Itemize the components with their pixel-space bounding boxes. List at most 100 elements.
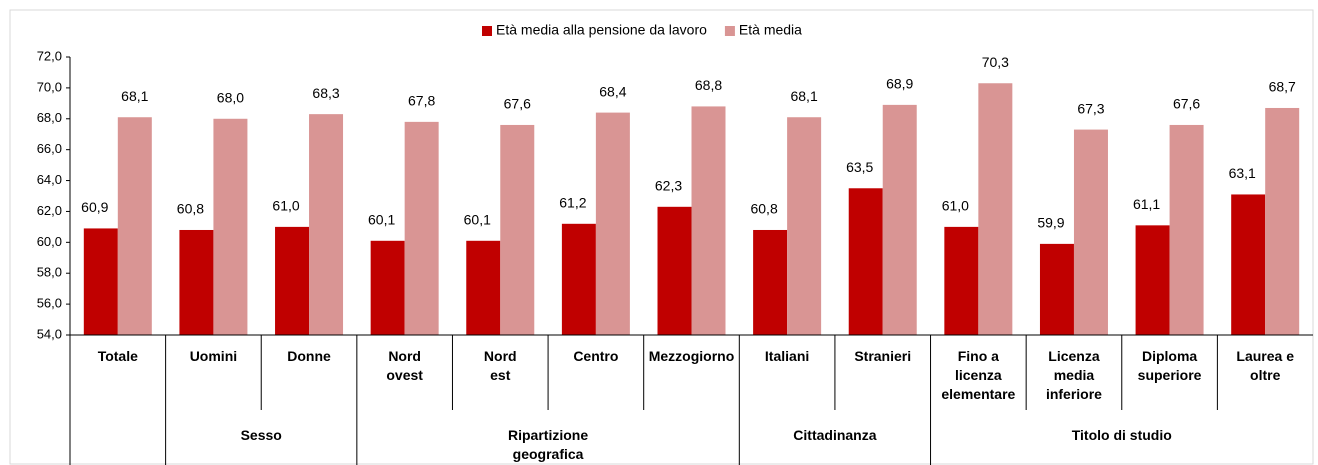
x-tick-label: Mezzogiorno: [649, 348, 735, 364]
x-tick-label: Donne: [287, 348, 331, 364]
x-tick-label: Fino a licenza elementare: [941, 348, 1015, 402]
value-label: 60,8: [177, 201, 204, 217]
group-label: Sesso: [241, 427, 282, 443]
value-label: 68,1: [790, 88, 817, 104]
bar: [1039, 243, 1074, 335]
x-tick-line: Diploma: [1142, 348, 1197, 364]
x-tick-line: Nord: [388, 348, 421, 364]
x-tick-label: Centro: [573, 348, 618, 364]
bar: [595, 112, 630, 335]
x-tick-label: Uomini: [190, 348, 237, 364]
value-label: 63,5: [846, 159, 873, 175]
y-tick-label: 70,0: [37, 79, 62, 94]
bar: [691, 106, 726, 335]
bar: [561, 223, 596, 335]
legend-label: Età media: [739, 22, 802, 38]
x-tick-label: Nord est: [484, 348, 517, 383]
value-label: 60,1: [368, 211, 395, 227]
y-tick-label: 64,0: [37, 172, 62, 187]
value-label: 63,1: [1229, 165, 1256, 181]
x-tick-line: Licenza: [1048, 348, 1100, 364]
x-tick-line: oltre: [1250, 367, 1281, 383]
group-label: Ripartizione geografica: [508, 427, 588, 462]
value-label: 68,7: [1269, 79, 1296, 95]
bar: [787, 117, 822, 335]
x-tick-line: Mezzogiorno: [649, 348, 735, 364]
chart-frame: [9, 9, 1314, 465]
x-tick-label: Totale: [98, 348, 138, 364]
value-label: 68,0: [217, 89, 244, 105]
bar: [117, 117, 152, 335]
group-label: Cittadinanza: [793, 427, 876, 443]
bar: [404, 121, 439, 335]
group-label-line: Ripartizione: [508, 427, 588, 443]
x-tick-line: Uomini: [190, 348, 237, 364]
y-tick-label: 58,0: [37, 265, 62, 280]
group-label-line: Sesso: [241, 427, 282, 443]
value-label: 60,9: [81, 199, 108, 215]
bar: [1265, 107, 1300, 335]
group-label-line: Titolo di studio: [1072, 427, 1172, 443]
bar: [753, 229, 788, 335]
value-label: 68,8: [695, 77, 722, 93]
value-label: 70,3: [982, 54, 1009, 70]
x-tick-line: inferiore: [1046, 386, 1102, 402]
x-tick-line: media: [1054, 367, 1095, 383]
bar: [466, 240, 501, 335]
bar: [978, 83, 1013, 335]
bar: [179, 229, 214, 335]
value-label: 67,3: [1077, 100, 1104, 116]
x-tick-line: Stranieri: [854, 348, 911, 364]
x-tick-label: Licenza media inferiore: [1046, 348, 1102, 402]
group-label-line: Cittadinanza: [793, 427, 876, 443]
value-label: 67,6: [504, 96, 531, 112]
bar: [657, 206, 692, 335]
y-tick-label: 62,0: [37, 203, 62, 218]
bar: [275, 226, 310, 335]
bar: [309, 114, 344, 336]
value-label: 67,8: [408, 93, 435, 109]
legend-swatch: [482, 26, 492, 36]
x-tick-line: superiore: [1138, 367, 1202, 383]
x-tick-line: ovest: [386, 367, 423, 383]
legend-swatch: [724, 26, 735, 36]
value-label: 61,1: [1133, 196, 1160, 212]
x-tick-line: licenza: [955, 367, 1002, 383]
value-label: 61,0: [942, 198, 969, 214]
value-label: 61,2: [559, 195, 586, 211]
x-tick-label: Diploma superiore: [1138, 348, 1202, 383]
x-tick-line: elementare: [941, 386, 1015, 402]
bar: [1231, 194, 1266, 335]
bar: [848, 188, 883, 335]
x-tick-line: Nord: [484, 348, 517, 364]
bar: [500, 124, 535, 335]
bar: [370, 240, 405, 335]
x-tick-line: Donne: [287, 348, 331, 364]
value-label: 68,9: [886, 76, 913, 92]
x-tick-line: Totale: [98, 348, 138, 364]
group-label: Titolo di studio: [1072, 427, 1172, 443]
value-label: 67,6: [1173, 96, 1200, 112]
value-label: 68,1: [121, 88, 148, 104]
y-tick-label: 68,0: [37, 110, 62, 125]
value-label: 59,9: [1037, 215, 1064, 231]
value-label: 60,1: [464, 211, 491, 227]
x-tick-label: Stranieri: [854, 348, 911, 364]
bar: [944, 226, 979, 335]
x-tick-line: Italiani: [765, 348, 809, 364]
x-tick-label: Italiani: [765, 348, 809, 364]
value-label: 68,3: [312, 85, 339, 101]
value-label: 60,8: [750, 201, 777, 217]
value-label: 68,4: [599, 83, 626, 99]
x-tick-line: Fino a: [958, 348, 999, 364]
legend-label: Età media alla pensione da lavoro: [496, 22, 707, 38]
bar: [1169, 124, 1204, 335]
y-tick-label: 56,0: [37, 296, 62, 311]
x-tick-line: Centro: [573, 348, 618, 364]
group-label-line: geografica: [513, 446, 584, 462]
value-label: 62,3: [655, 178, 682, 194]
y-tick-label: 66,0: [37, 141, 62, 156]
bar: [213, 118, 248, 336]
x-tick-label: Nord ovest: [386, 348, 423, 383]
